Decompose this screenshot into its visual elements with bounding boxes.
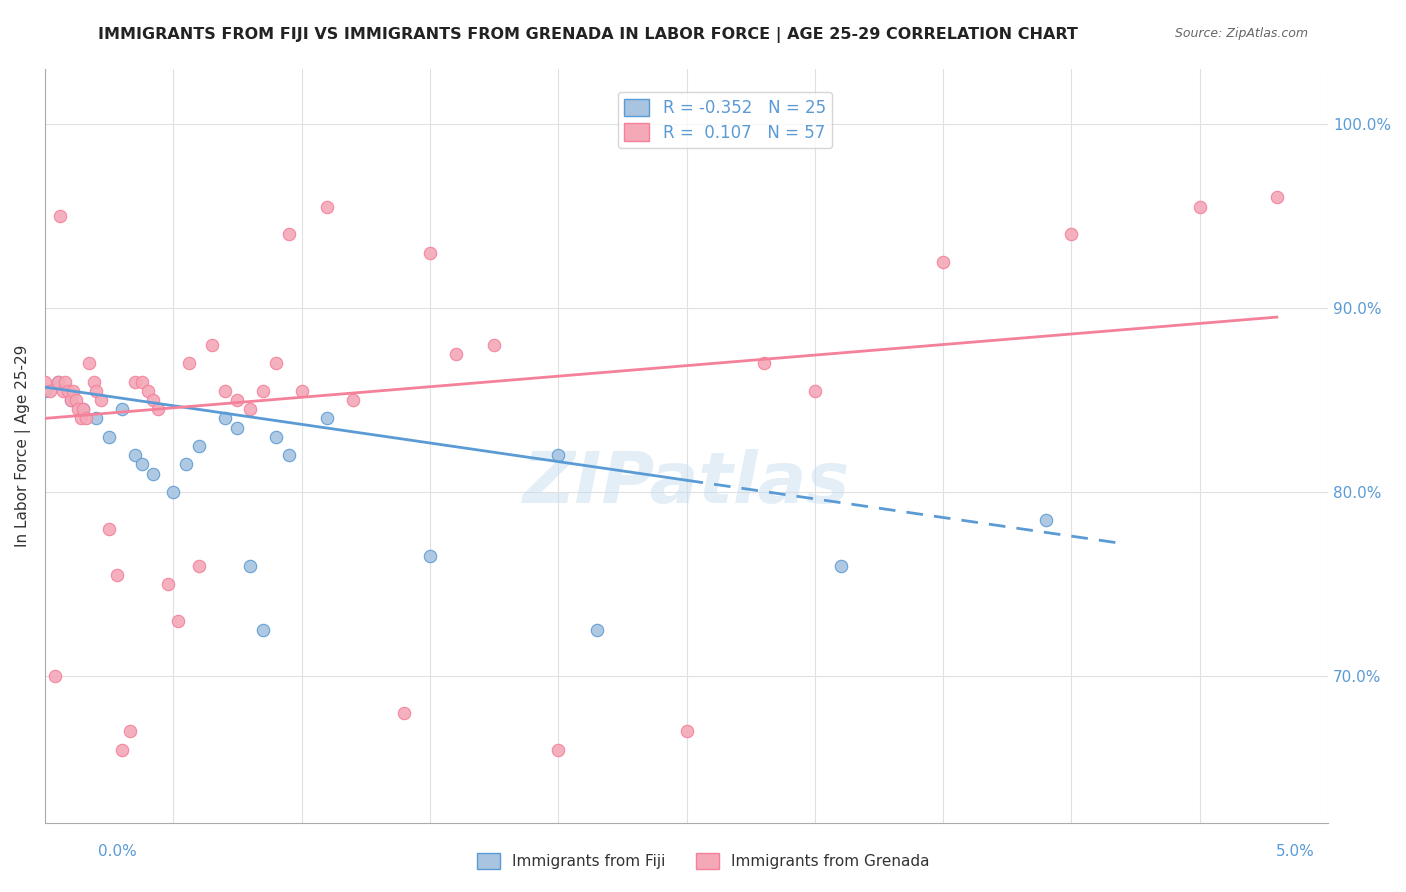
Point — [55, 375, 77, 389]
Point — [1188, 200, 1211, 214]
Point — [131, 458, 153, 472]
Point — [752, 356, 775, 370]
Text: 5.0%: 5.0% — [1275, 845, 1315, 859]
Point — [105, 568, 128, 582]
Point — [547, 743, 569, 757]
Point — [239, 402, 262, 417]
Point — [59, 392, 82, 407]
Legend: Immigrants from Fiji, Immigrants from Grenada: Immigrants from Fiji, Immigrants from Gr… — [471, 847, 935, 875]
Point — [124, 375, 146, 389]
Point — [1060, 227, 1083, 242]
Point — [56, 384, 79, 398]
Point — [264, 356, 287, 370]
Point — [75, 411, 97, 425]
Point — [34, 375, 56, 389]
Point — [162, 485, 184, 500]
Point — [62, 384, 84, 398]
Y-axis label: In Labor Force | Age 25-29: In Labor Force | Age 25-29 — [15, 345, 31, 547]
Point — [142, 467, 165, 481]
Point — [177, 356, 200, 370]
Point — [547, 448, 569, 462]
Point — [59, 392, 82, 407]
Point — [69, 411, 91, 425]
Point — [675, 724, 697, 739]
Point — [90, 392, 112, 407]
Point — [83, 375, 105, 389]
Point — [131, 375, 153, 389]
Point — [585, 623, 607, 637]
Point — [65, 392, 87, 407]
Point — [342, 392, 364, 407]
Text: ZIPatlas: ZIPatlas — [523, 450, 851, 518]
Point — [98, 522, 121, 536]
Point — [264, 430, 287, 444]
Point — [252, 623, 274, 637]
Point — [316, 200, 339, 214]
Point — [167, 614, 190, 628]
Point — [226, 420, 249, 434]
Point — [72, 402, 94, 417]
Point — [187, 439, 209, 453]
Point — [111, 743, 134, 757]
Point — [830, 558, 852, 573]
Point — [52, 384, 75, 398]
Point — [290, 384, 312, 398]
Point — [124, 448, 146, 462]
Point — [46, 375, 69, 389]
Point — [49, 209, 72, 223]
Point — [174, 458, 197, 472]
Point — [1035, 513, 1057, 527]
Point — [157, 577, 180, 591]
Point — [226, 392, 249, 407]
Point — [146, 402, 169, 417]
Point — [142, 392, 165, 407]
Point — [136, 384, 159, 398]
Point — [77, 356, 100, 370]
Point — [444, 347, 467, 361]
Point — [392, 706, 415, 720]
Point — [419, 549, 441, 564]
Point — [118, 724, 141, 739]
Point — [84, 384, 107, 398]
Point — [239, 558, 262, 573]
Point — [84, 411, 107, 425]
Point — [482, 337, 505, 351]
Point — [277, 448, 299, 462]
Point — [98, 430, 121, 444]
Point — [39, 384, 62, 398]
Point — [252, 384, 274, 398]
Point — [44, 669, 66, 683]
Text: 0.0%: 0.0% — [98, 845, 138, 859]
Legend: R = -0.352   N = 25, R =  0.107   N = 57: R = -0.352 N = 25, R = 0.107 N = 57 — [617, 92, 832, 148]
Point — [214, 411, 236, 425]
Point — [932, 255, 955, 269]
Point — [67, 402, 90, 417]
Point — [316, 411, 339, 425]
Point — [187, 558, 209, 573]
Point — [111, 402, 134, 417]
Point — [201, 337, 224, 351]
Text: IMMIGRANTS FROM FIJI VS IMMIGRANTS FROM GRENADA IN LABOR FORCE | AGE 25-29 CORRE: IMMIGRANTS FROM FIJI VS IMMIGRANTS FROM … — [98, 27, 1078, 43]
Point — [1265, 190, 1288, 204]
Point — [72, 402, 94, 417]
Point — [804, 384, 827, 398]
Point — [419, 245, 441, 260]
Point — [277, 227, 299, 242]
Point — [46, 375, 69, 389]
Text: Source: ZipAtlas.com: Source: ZipAtlas.com — [1174, 27, 1308, 40]
Point — [34, 384, 56, 398]
Point — [214, 384, 236, 398]
